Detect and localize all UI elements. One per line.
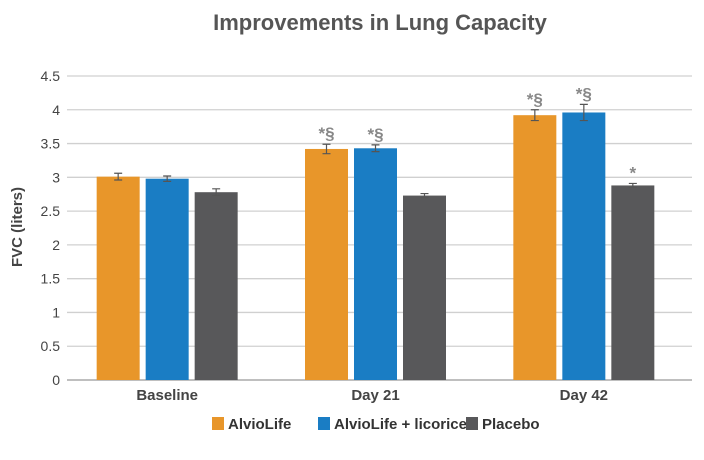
bar	[96, 176, 140, 380]
bar	[611, 185, 655, 380]
bar	[145, 178, 189, 380]
bar	[403, 195, 446, 380]
legend-label: AlvioLife + licorice	[334, 416, 467, 433]
bar	[305, 148, 348, 380]
error-bar	[530, 109, 539, 122]
y-tick-label: 2.5	[41, 203, 61, 219]
y-axis-label: FVC (liters)	[9, 187, 26, 267]
error-bar	[579, 103, 588, 122]
error-bar	[212, 188, 221, 197]
chart-title: Improvements in Lung Capacity	[213, 10, 547, 35]
y-tick-label: 0	[52, 372, 60, 388]
legend-swatch	[318, 417, 330, 430]
error-bar	[322, 143, 331, 155]
significance-marker: *§	[367, 125, 383, 144]
y-tick-label: 4	[52, 102, 60, 118]
error-bar	[114, 172, 123, 181]
y-tick-label: 1.5	[41, 271, 61, 287]
x-tick-label: Day 42	[560, 387, 608, 404]
bar	[513, 115, 557, 380]
y-tick-label: 3	[52, 169, 60, 185]
bar	[562, 112, 606, 380]
bar	[354, 148, 397, 380]
y-tick-label: 3.5	[41, 136, 61, 152]
y-tick-label: 1	[52, 304, 60, 320]
error-bar	[163, 175, 172, 182]
bar	[194, 192, 238, 380]
error-bar	[628, 182, 637, 189]
legend-swatch	[212, 417, 224, 430]
significance-marker: *§	[318, 124, 334, 143]
x-tick-label: Baseline	[136, 387, 198, 404]
y-tick-label: 0.5	[41, 338, 61, 354]
legend-swatch	[466, 417, 478, 430]
y-tick-label: 4.5	[41, 68, 61, 84]
x-tick-label: Day 21	[351, 387, 399, 404]
y-tick-label: 2	[52, 237, 60, 253]
error-bar	[420, 192, 429, 199]
significance-marker: *§	[576, 84, 592, 103]
legend-label: AlvioLife	[228, 416, 291, 433]
legend-label: Placebo	[482, 416, 540, 433]
significance-marker: *	[630, 163, 637, 182]
significance-marker: *§	[527, 90, 543, 109]
error-bar	[371, 144, 380, 153]
